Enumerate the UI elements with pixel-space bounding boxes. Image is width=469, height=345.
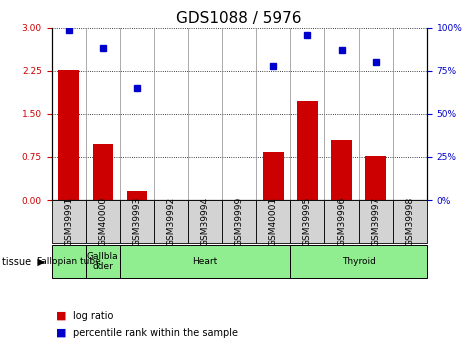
Bar bbox=[127, 191, 147, 200]
Bar bbox=[86, 200, 120, 243]
Bar bbox=[325, 200, 359, 243]
Bar bbox=[188, 200, 222, 243]
Title: GDS1088 / 5976: GDS1088 / 5976 bbox=[176, 11, 302, 27]
Bar bbox=[86, 245, 120, 278]
Text: tissue  ▶: tissue ▶ bbox=[2, 256, 45, 266]
Text: GSM39995: GSM39995 bbox=[303, 197, 312, 246]
Text: GSM39997: GSM39997 bbox=[371, 197, 380, 246]
Text: GSM39994: GSM39994 bbox=[201, 197, 210, 246]
Text: GSM39996: GSM39996 bbox=[337, 197, 346, 246]
Bar bbox=[263, 152, 284, 200]
Bar bbox=[365, 156, 386, 200]
Bar bbox=[256, 200, 290, 243]
Text: GSM40000: GSM40000 bbox=[98, 197, 107, 246]
Bar bbox=[222, 200, 256, 243]
Bar bbox=[120, 245, 290, 278]
Text: GSM39998: GSM39998 bbox=[405, 197, 414, 246]
Text: Fallopian tube: Fallopian tube bbox=[37, 257, 100, 266]
Bar bbox=[52, 245, 86, 278]
Text: ■: ■ bbox=[56, 328, 67, 338]
Text: GSM40001: GSM40001 bbox=[269, 197, 278, 246]
Bar bbox=[120, 200, 154, 243]
Text: Heart: Heart bbox=[192, 257, 218, 266]
Bar bbox=[92, 144, 113, 200]
Bar bbox=[331, 140, 352, 200]
Bar bbox=[59, 70, 79, 200]
Bar bbox=[154, 200, 188, 243]
Text: GSM39991: GSM39991 bbox=[64, 197, 73, 246]
Bar bbox=[393, 200, 427, 243]
Bar bbox=[359, 200, 393, 243]
Text: percentile rank within the sample: percentile rank within the sample bbox=[73, 328, 238, 338]
Text: Thyroid: Thyroid bbox=[341, 257, 376, 266]
Text: ■: ■ bbox=[56, 311, 67, 321]
Text: GSM39993: GSM39993 bbox=[132, 197, 141, 246]
Bar bbox=[290, 200, 325, 243]
Text: Gallbla
dder: Gallbla dder bbox=[87, 252, 119, 271]
Text: GSM39992: GSM39992 bbox=[166, 197, 175, 246]
Bar bbox=[297, 101, 318, 200]
Bar bbox=[52, 200, 86, 243]
Text: GSM39999: GSM39999 bbox=[234, 197, 244, 246]
Bar bbox=[290, 245, 427, 278]
Text: log ratio: log ratio bbox=[73, 311, 113, 321]
